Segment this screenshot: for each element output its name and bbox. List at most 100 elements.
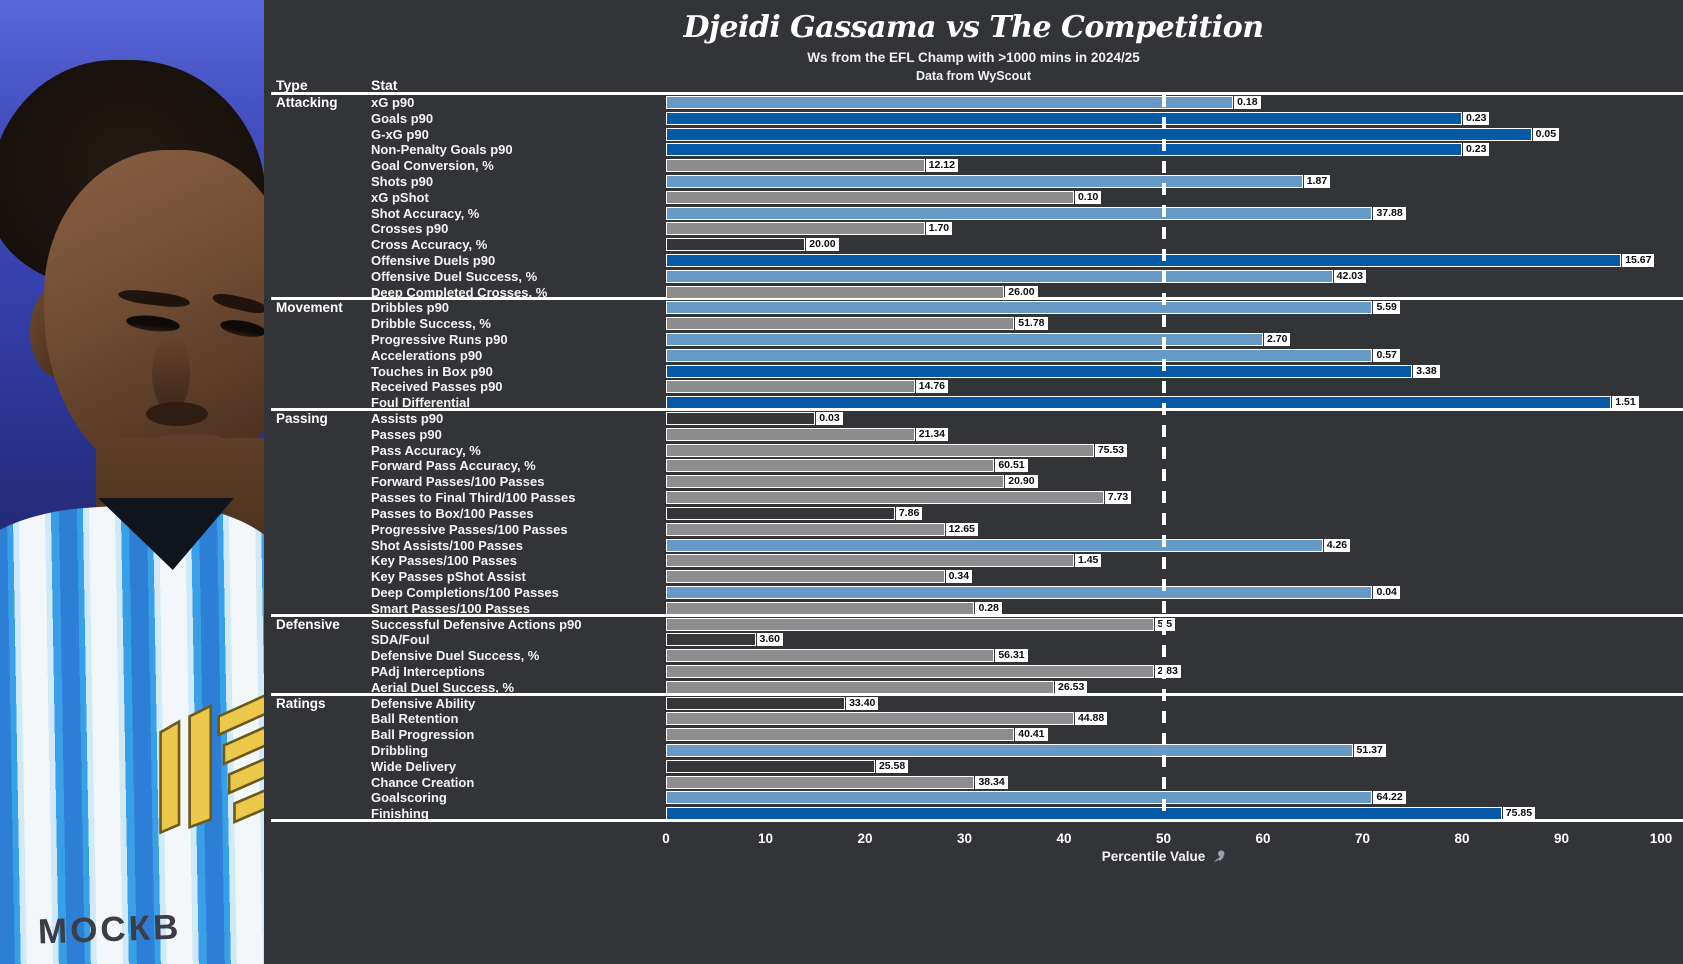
value-label: 20.90 xyxy=(1005,475,1038,489)
percentile-bar xyxy=(666,159,925,173)
percentile-bar xyxy=(666,333,1263,347)
value-label: 37.88 xyxy=(1373,206,1406,220)
stat-label: Successful Defensive Actions p90 xyxy=(371,616,582,632)
pin-icon xyxy=(1213,850,1225,863)
percentile-bar xyxy=(666,633,756,647)
stat-label: Forward Pass Accuracy, % xyxy=(371,458,536,474)
value-label: 0.03 xyxy=(816,412,843,426)
median-reference-line xyxy=(1161,95,1166,816)
x-axis-tick: 40 xyxy=(1056,831,1072,846)
sponsor-logo-icon xyxy=(159,694,264,835)
page-subtitle: Ws from the EFL Champ with >1000 mins in… xyxy=(807,50,1140,65)
stat-label: Passes p90 xyxy=(371,426,442,442)
stat-label: Smart Passes/100 Passes xyxy=(371,600,531,616)
stat-label: Finishing xyxy=(371,806,429,822)
percentile-bar xyxy=(666,696,846,710)
x-axis-tick: 30 xyxy=(956,831,973,846)
stat-label: Shot Accuracy, % xyxy=(371,205,480,221)
value-label: 0.57 xyxy=(1373,348,1400,362)
group-separator-line xyxy=(271,297,1683,301)
stat-label: G-xG p90 xyxy=(371,126,429,142)
value-label: 0.34 xyxy=(945,570,973,584)
player-nose xyxy=(152,336,190,412)
stat-label: Passes to Final Third/100 Passes xyxy=(371,490,576,506)
stat-label: Forward Passes/100 Passes xyxy=(371,474,545,490)
value-label: 2.70 xyxy=(1264,333,1291,347)
x-axis-tick: 60 xyxy=(1255,831,1271,846)
percentile-bar xyxy=(666,554,1074,568)
group-separator-line xyxy=(271,92,1683,95)
percentile-bar xyxy=(666,380,915,394)
group-label-movement: Movement xyxy=(276,300,343,316)
value-label: 20.00 xyxy=(806,238,839,252)
value-label: 75.53 xyxy=(1094,443,1128,457)
player-nose-base xyxy=(146,402,208,426)
value-label: 7.73 xyxy=(1104,491,1132,505)
value-label: 33.40 xyxy=(846,696,879,710)
percentile-bar xyxy=(666,238,806,252)
percentile-bar xyxy=(666,285,1005,299)
value-label: 7.86 xyxy=(895,506,923,520)
value-label: 26.00 xyxy=(1005,285,1038,299)
percentile-bar xyxy=(666,791,1373,805)
percentile-bar xyxy=(666,111,1462,125)
percentile-bar xyxy=(666,206,1373,220)
percentile-bar xyxy=(666,664,1154,678)
value-label: 4.26 xyxy=(1323,538,1351,552)
column-header-stat: Stat xyxy=(371,77,398,93)
stat-label: Shots p90 xyxy=(371,174,434,190)
stat-label: Wide Delivery xyxy=(371,758,457,774)
group-separator-line xyxy=(271,818,1683,822)
percentile-bar xyxy=(666,96,1234,109)
percentile-bar xyxy=(666,396,1612,410)
stat-label: Key Passes pShot Assist xyxy=(371,569,526,585)
value-label: 44.88 xyxy=(1074,712,1108,726)
stat-label: SDA/Foul xyxy=(371,632,430,648)
stat-label: Assists p90 xyxy=(371,411,444,427)
stat-label: Ball Progression xyxy=(371,727,475,743)
percentile-bar xyxy=(666,364,1413,378)
x-axis-tick: 20 xyxy=(857,831,873,846)
x-axis-title: Percentile Value xyxy=(1018,849,1310,864)
value-label: 1.87 xyxy=(1303,175,1331,189)
percentile-bar xyxy=(666,728,1015,742)
value-label: 12.12 xyxy=(925,159,958,173)
stat-label: Goals p90 xyxy=(371,110,434,126)
stat-label: Deep Completed Crosses, % xyxy=(371,284,548,300)
percentile-bar xyxy=(666,807,1502,821)
value-label: 0.23 xyxy=(1463,143,1490,157)
value-label: 15.67 xyxy=(1622,254,1655,268)
value-label: 1.51 xyxy=(1612,396,1639,410)
x-axis-tick: 50 xyxy=(1155,831,1172,846)
x-axis-tick: 70 xyxy=(1354,831,1371,846)
stat-label: Defensive Duel Success, % xyxy=(371,648,540,664)
percentile-bar xyxy=(666,254,1622,268)
percentile-bar xyxy=(666,570,945,584)
stat-label: Chance Creation xyxy=(371,774,475,790)
value-label: 12.65 xyxy=(945,522,978,536)
group-separator-line xyxy=(271,613,1683,617)
percentile-bar xyxy=(666,775,975,789)
value-label: 1.70 xyxy=(925,222,953,236)
value-label: 51.37 xyxy=(1353,743,1386,757)
value-label: 26.53 xyxy=(1055,680,1088,694)
value-label: 42.03 xyxy=(1333,269,1366,283)
value-label: 3.38 xyxy=(1413,364,1440,378)
stat-label: Crosses p90 xyxy=(371,221,449,237)
stat-label: xG pShot xyxy=(371,189,429,205)
value-label: 2.83 xyxy=(1154,664,1181,678)
stat-label: Non-Penalty Goals p90 xyxy=(371,142,513,158)
stat-label: Goal Conversion, % xyxy=(371,158,494,174)
x-axis-tick: 90 xyxy=(1553,831,1570,846)
percentile-bar xyxy=(666,585,1373,599)
stat-label: Foul Differential xyxy=(371,395,470,411)
percentile-bar xyxy=(666,506,895,520)
column-header-type: Type xyxy=(276,77,308,93)
percentile-bar xyxy=(666,759,875,773)
group-label-defensive: Defensive xyxy=(276,616,340,632)
percentile-bar xyxy=(666,175,1303,189)
value-label: 0.10 xyxy=(1074,190,1102,204)
percentile-bar xyxy=(666,617,1154,631)
percentile-bar xyxy=(666,601,975,615)
percentile-bar xyxy=(666,190,1074,204)
